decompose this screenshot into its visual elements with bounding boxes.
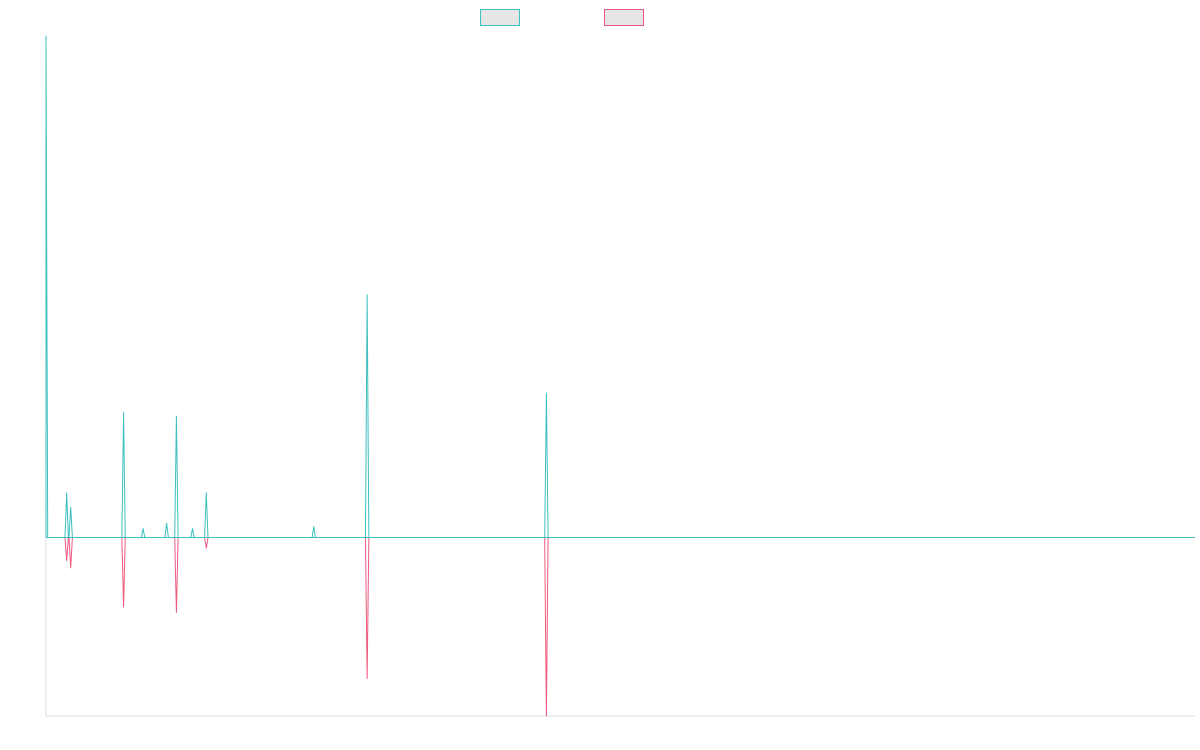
legend-swatch-series-1 xyxy=(480,9,520,26)
legend-swatch-series-2 xyxy=(604,9,644,26)
series-2 xyxy=(46,537,1195,717)
series-1-peak-10[interactable] xyxy=(313,526,315,528)
series-1-peak-6[interactable] xyxy=(165,522,167,524)
series-2-peak-1[interactable] xyxy=(65,560,67,562)
legend xyxy=(480,9,650,27)
series-2-line xyxy=(46,537,1195,717)
series-1-peak-9[interactable] xyxy=(205,492,207,494)
series-2-peak-6[interactable] xyxy=(366,677,368,679)
legend-item-series-2[interactable] xyxy=(604,9,650,26)
legend-item-series-1[interactable] xyxy=(480,9,526,26)
series-2-peak-3[interactable] xyxy=(122,606,124,608)
series-2-peak-4[interactable] xyxy=(175,611,177,613)
series-1-line xyxy=(45,35,1195,539)
series-2-peak-7[interactable] xyxy=(545,715,547,717)
series-1-peak-2[interactable] xyxy=(65,492,67,494)
series-1 xyxy=(45,35,1195,539)
series-1-peak-4[interactable] xyxy=(122,411,124,413)
series-1-peak-5[interactable] xyxy=(142,527,144,529)
series-1-peak-3[interactable] xyxy=(70,506,72,508)
series-1-peak-8[interactable] xyxy=(191,527,193,529)
series-1-peak-1[interactable] xyxy=(45,35,47,37)
series-1-peak-11[interactable] xyxy=(366,294,368,296)
series-1-peak-12[interactable] xyxy=(545,392,547,394)
series-2-peak-2[interactable] xyxy=(70,567,72,569)
series-2-peak-5[interactable] xyxy=(205,547,207,549)
series-1-peak-7[interactable] xyxy=(175,415,177,417)
